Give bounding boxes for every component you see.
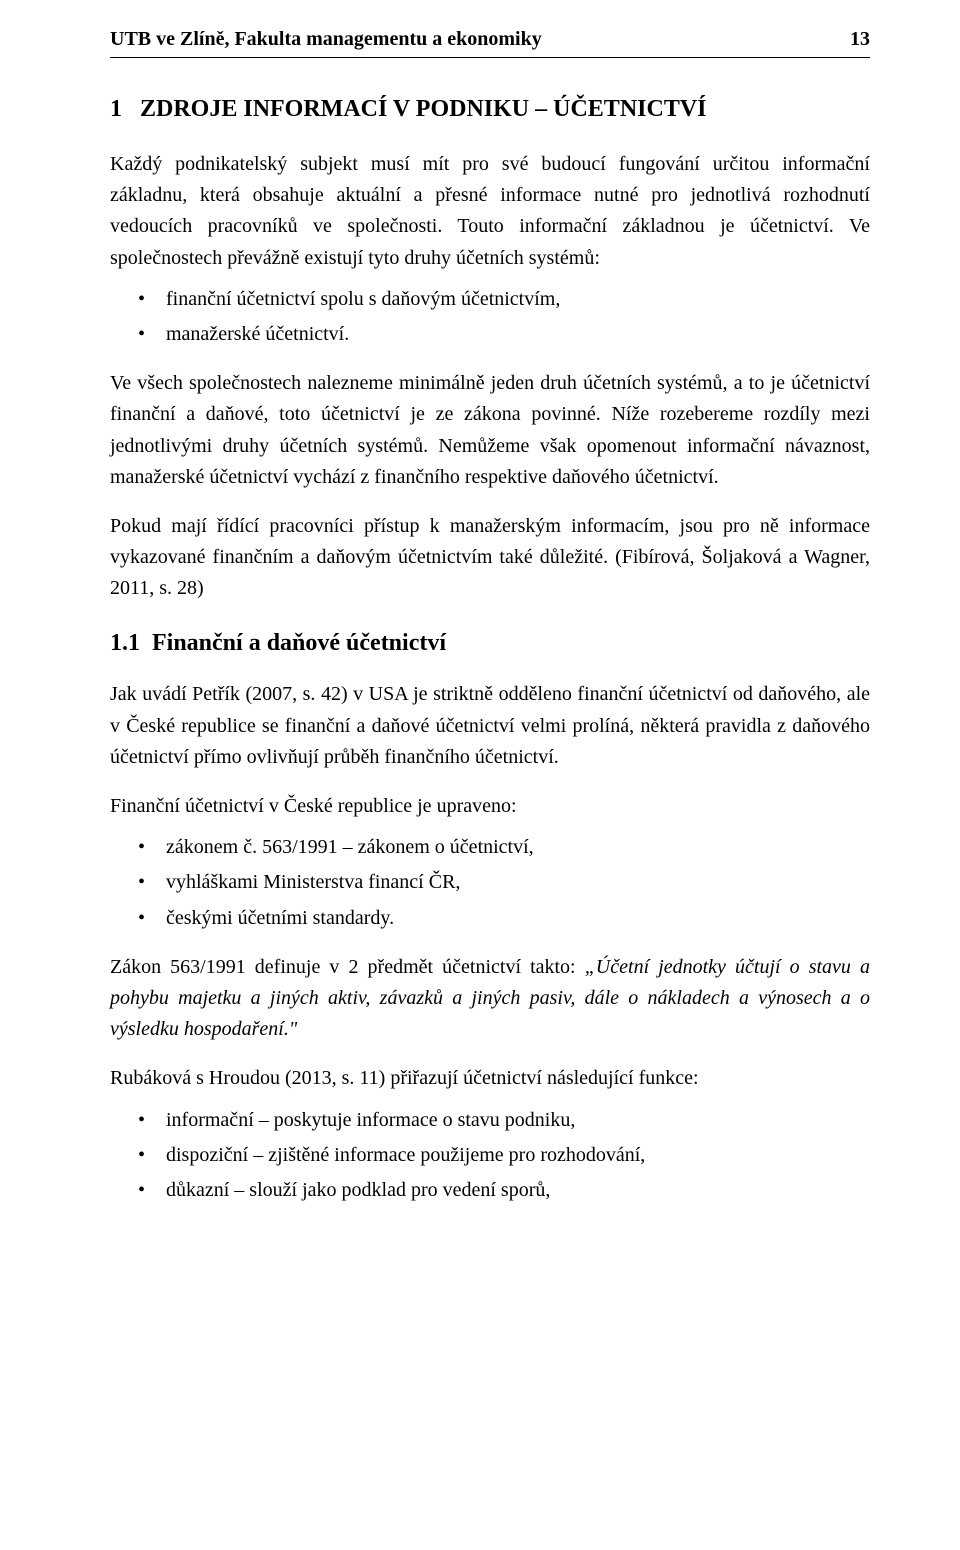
list-item: důkazní – slouží jako podklad pro vedení… [110, 1175, 870, 1206]
paragraph: Pokud mají řídící pracovníci přístup k m… [110, 511, 870, 605]
list-item: informační – poskytuje informace o stavu… [110, 1105, 870, 1136]
chapter-heading: 1 ZDROJE INFORMACÍ V PODNIKU – ÚČETNICTV… [110, 96, 870, 123]
section-number: 1.1 [110, 630, 140, 656]
law-definition-prefix: Zákon 563/1991 definuje v 2 předmět účet… [110, 956, 585, 978]
functions-list: informační – poskytuje informace o stavu… [110, 1105, 870, 1207]
page-number: 13 [850, 28, 870, 51]
section-title: Finanční a daňové účetnictví [152, 630, 446, 656]
paragraph: Rubáková s Hroudou (2013, s. 11) přiřazu… [110, 1063, 870, 1094]
paragraph: Jak uvádí Petřík (2007, s. 42) v USA je … [110, 679, 870, 773]
list-item: zákonem č. 563/1991 – zákonem o účetnict… [110, 832, 870, 863]
accounting-systems-list: finanční účetnictví spolu s daňovým účet… [110, 284, 870, 350]
chapter-number: 1 [110, 96, 122, 122]
page-header: UTB ve Zlíně, Fakulta managementu a ekon… [110, 28, 870, 58]
list-item: finanční účetnictví spolu s daňovým účet… [110, 284, 870, 315]
chapter-title: ZDROJE INFORMACÍ V PODNIKU – ÚČETNICTVÍ [140, 96, 707, 122]
intro-paragraph: Každý podnikatelský subjekt musí mít pro… [110, 149, 870, 274]
header-institution: UTB ve Zlíně, Fakulta managementu a ekon… [110, 28, 542, 51]
law-definition-paragraph: Zákon 563/1991 definuje v 2 předmět účet… [110, 952, 870, 1046]
list-item: vyhláškami Ministerstva financí ČR, [110, 867, 870, 898]
list-item: českými účetními standardy. [110, 903, 870, 934]
document-page: UTB ve Zlíně, Fakulta managementu a ekon… [0, 0, 960, 1264]
paragraph: Finanční účetnictví v České republice je… [110, 791, 870, 822]
section-heading: 1.1 Finanční a daňové účetnictví [110, 630, 870, 657]
paragraph: Ve všech společnostech nalezneme minimál… [110, 368, 870, 493]
list-item: dispoziční – zjištěné informace použijem… [110, 1140, 870, 1171]
list-item: manažerské účetnictví. [110, 319, 870, 350]
law-sources-list: zákonem č. 563/1991 – zákonem o účetnict… [110, 832, 870, 934]
